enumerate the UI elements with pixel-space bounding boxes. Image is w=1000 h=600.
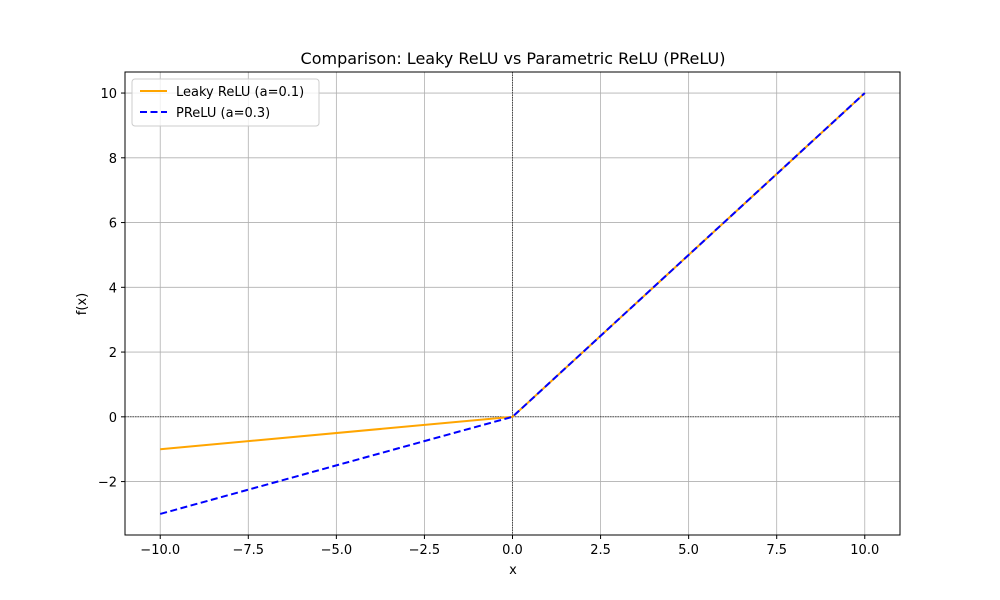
chart-title: Comparison: Leaky ReLU vs Parametric ReL… — [301, 49, 726, 68]
x-tick-label: −2.5 — [409, 543, 441, 558]
x-tick-label: 0.0 — [502, 543, 523, 558]
y-tick-label: −2 — [98, 476, 117, 491]
y-tick-label: 4 — [109, 281, 117, 296]
series-lines — [159, 92, 866, 515]
x-tick-label: 10.0 — [850, 543, 879, 558]
x-tick-label: −10.0 — [140, 543, 180, 558]
x-tick-label: 2.5 — [590, 543, 611, 558]
y-tick-label: 6 — [109, 217, 117, 232]
x-axis-ticks: −10.0 −7.5 −5.0 −2.5 0.0 2.5 5.0 7.5 10.0 — [140, 535, 879, 558]
x-tick-label: 7.5 — [766, 543, 787, 558]
series-line-2 — [159, 92, 866, 515]
y-axis-ticks: −2 0 2 4 6 8 10 — [98, 87, 125, 491]
y-axis-label: f(x) — [75, 293, 90, 315]
x-tick-label: −5.0 — [321, 543, 353, 558]
x-tick-label: 5.0 — [678, 543, 699, 558]
legend-label-2: PReLU (a=0.3) — [176, 106, 270, 121]
x-axis-label: x — [509, 563, 517, 578]
legend-entries: Leaky ReLU (a=0.1) PReLU (a=0.3) — [140, 85, 304, 121]
legend-label-1: Leaky ReLU (a=0.1) — [176, 85, 304, 100]
y-tick-label: 8 — [109, 152, 117, 167]
y-tick-label: 10 — [100, 87, 117, 102]
y-tick-label: 0 — [109, 411, 117, 426]
x-tick-label: −7.5 — [233, 543, 265, 558]
legend-box — [131, 78, 320, 127]
y-tick-label: 2 — [109, 346, 117, 361]
legend: Leaky ReLU (a=0.1) PReLU (a=0.3) — [131, 78, 320, 127]
